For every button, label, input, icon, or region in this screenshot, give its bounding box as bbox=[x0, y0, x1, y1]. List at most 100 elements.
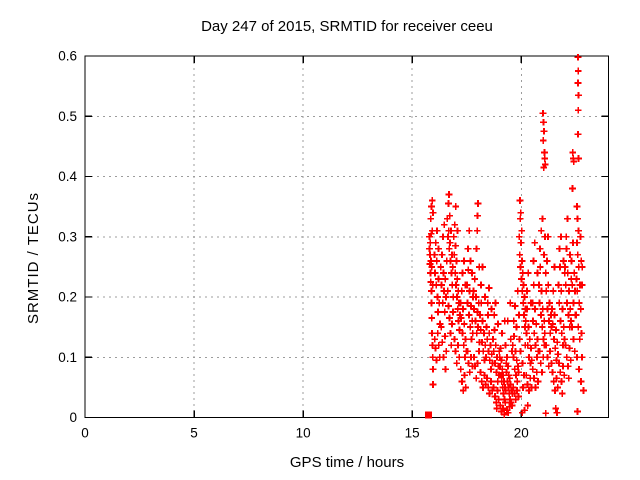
data-point-plus bbox=[524, 402, 532, 409]
data-point-plus bbox=[562, 233, 570, 241]
data-point-plus bbox=[472, 293, 480, 301]
data-point-plus bbox=[465, 227, 473, 235]
data-point-plus bbox=[459, 269, 466, 277]
data-point-plus bbox=[477, 299, 485, 307]
data-point-plus bbox=[431, 335, 439, 343]
data-point-plus bbox=[477, 281, 485, 289]
data-point-plus bbox=[540, 335, 547, 343]
data-point-plus bbox=[451, 335, 458, 343]
data-point-plus bbox=[479, 317, 487, 325]
data-point-plus bbox=[523, 305, 531, 313]
data-point-plus bbox=[565, 287, 573, 295]
data-point-plus bbox=[563, 353, 571, 361]
data-point-plus bbox=[553, 409, 561, 417]
data-point-plus bbox=[555, 281, 562, 289]
data-point-plus bbox=[518, 275, 525, 283]
data-point-plus bbox=[447, 257, 454, 265]
data-point-plus bbox=[564, 269, 572, 277]
data-point-plus bbox=[534, 335, 542, 343]
data-point-plus bbox=[450, 251, 458, 259]
data-point-plus bbox=[453, 275, 461, 283]
data-point-plus bbox=[521, 406, 528, 414]
data-point-plus bbox=[552, 326, 560, 334]
data-point-plus bbox=[575, 227, 583, 235]
data-point-plus bbox=[575, 299, 583, 307]
data-point-plus bbox=[453, 359, 461, 367]
data-point-plus bbox=[532, 341, 540, 349]
data-point-plus bbox=[446, 212, 454, 220]
data-point-plus bbox=[445, 191, 453, 198]
data-point-plus bbox=[473, 227, 481, 235]
data-point-plus bbox=[574, 130, 582, 138]
y-tick-label-0.1: 0.1 bbox=[58, 350, 77, 365]
data-point-plus bbox=[445, 302, 453, 310]
data-point-plus bbox=[577, 377, 585, 385]
data-point-plus bbox=[440, 353, 447, 361]
data-point-plus bbox=[452, 242, 459, 250]
data-point-plus bbox=[432, 239, 440, 247]
data-point-plus bbox=[533, 353, 541, 361]
data-point-plus bbox=[499, 405, 507, 412]
data-point-plus bbox=[478, 377, 486, 385]
data-point-plus bbox=[531, 305, 539, 313]
data-point-plus bbox=[428, 197, 436, 204]
data-point-plus bbox=[515, 233, 523, 241]
data-point-plus bbox=[510, 317, 518, 325]
data-point-plus bbox=[463, 281, 471, 289]
data-point-plus bbox=[539, 136, 547, 144]
data-point-plus bbox=[540, 118, 547, 126]
data-point-plus bbox=[449, 263, 457, 271]
data-point-plus bbox=[566, 305, 574, 313]
data-point-plus bbox=[472, 317, 479, 325]
data-point-plus bbox=[563, 245, 570, 253]
data-point-plus bbox=[555, 359, 563, 367]
chart-title: Day 247 of 2015, SRMTID for receiver cee… bbox=[201, 18, 493, 35]
data-point-plus bbox=[540, 251, 548, 259]
data-point-plus bbox=[426, 245, 434, 253]
data-point-plus bbox=[535, 281, 543, 289]
data-point-plus bbox=[451, 269, 459, 277]
data-point-plus bbox=[485, 329, 493, 337]
data-point-plus bbox=[565, 374, 573, 382]
data-point-plus bbox=[537, 311, 545, 319]
data-point-plus bbox=[517, 263, 524, 271]
data-point-plus bbox=[451, 221, 459, 229]
data-point-plus bbox=[444, 287, 452, 295]
data-point-plus bbox=[492, 341, 500, 349]
data-point-plus bbox=[464, 245, 472, 253]
data-point-plus bbox=[459, 305, 467, 313]
data-point-plus bbox=[557, 287, 565, 295]
data-point-plus bbox=[460, 320, 468, 328]
data-point-plus bbox=[513, 386, 521, 394]
data-point-plus bbox=[433, 257, 441, 265]
data-point-plus bbox=[573, 239, 581, 247]
data-point-plus bbox=[448, 320, 456, 328]
data-point-plus bbox=[427, 215, 435, 223]
data-point-plus bbox=[528, 356, 536, 364]
data-point-plus bbox=[474, 200, 482, 208]
data-point-plus bbox=[474, 359, 482, 367]
data-point-plus bbox=[524, 269, 532, 277]
data-point-plus bbox=[506, 299, 514, 307]
data-point-plus bbox=[569, 185, 576, 192]
data-point-plus bbox=[490, 383, 497, 391]
data-point-plus bbox=[549, 320, 557, 328]
x-tick-label-0: 0 bbox=[81, 426, 89, 441]
data-point-plus bbox=[563, 299, 571, 307]
data-point-plus bbox=[456, 299, 464, 307]
data-point-plus bbox=[435, 275, 442, 283]
data-point-plus bbox=[537, 227, 545, 235]
data-point-plus bbox=[573, 275, 580, 283]
data-point-plus bbox=[542, 409, 550, 417]
data-point-plus bbox=[451, 347, 459, 355]
data-point-plus bbox=[551, 311, 559, 319]
data-point-plus bbox=[446, 329, 454, 337]
data-point-plus bbox=[452, 203, 460, 211]
data-point-plus bbox=[528, 299, 536, 307]
data-point-plus bbox=[502, 341, 509, 349]
data-point-plus bbox=[516, 197, 524, 204]
data-point-plus bbox=[455, 353, 463, 361]
data-point-plus bbox=[499, 371, 507, 379]
data-point-plus bbox=[530, 329, 538, 337]
